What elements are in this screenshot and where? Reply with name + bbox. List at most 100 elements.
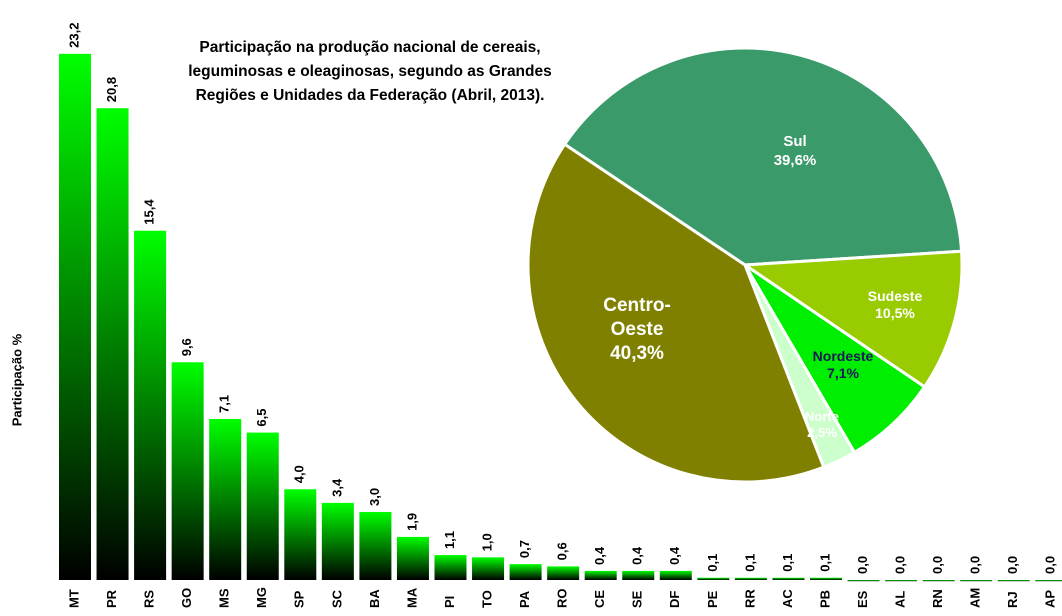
- value-label: 0,6: [555, 542, 570, 560]
- value-label: 0,4: [592, 546, 607, 565]
- slice-name: Norte: [805, 408, 839, 424]
- slice-value: 2,5%: [807, 425, 837, 440]
- bar: [584, 570, 617, 580]
- pie-label: Sudeste 10,5%: [835, 277, 955, 333]
- x-tick-label: MG: [254, 587, 269, 608]
- x-tick-label: PI: [442, 596, 457, 608]
- x-tick-label: ES: [855, 590, 870, 608]
- bar: [134, 230, 167, 580]
- x-tick-label: SE: [630, 590, 645, 608]
- bar: [96, 108, 129, 581]
- value-label: 6,5: [254, 409, 269, 427]
- bar: [547, 566, 580, 580]
- bar: [321, 502, 354, 580]
- bar: [284, 489, 317, 580]
- bar: [396, 536, 429, 580]
- bar: [359, 511, 392, 580]
- slice-value: 39,6%: [773, 152, 817, 169]
- x-tick-label: AP: [1043, 590, 1058, 608]
- pie-label: Nordeste 7,1%: [788, 337, 898, 393]
- bar: [922, 580, 955, 582]
- x-tick-label: AM: [968, 588, 983, 608]
- x-tick-label: TO: [479, 590, 494, 608]
- value-label: 0,0: [855, 556, 870, 574]
- bar: [810, 577, 842, 580]
- value-label: 1,0: [479, 533, 494, 551]
- x-tick-label: SP: [292, 590, 307, 608]
- slice-name: Centro-Oeste: [603, 295, 671, 341]
- bar: [59, 53, 91, 581]
- pie-slice: [740, 249, 964, 389]
- pie-label: Centro-Oeste 40,3%: [592, 292, 682, 368]
- x-tick-label: RN: [930, 589, 945, 608]
- bar: [885, 580, 918, 582]
- slice-value: 40,3%: [610, 342, 664, 364]
- x-tick-label: SC: [329, 589, 344, 608]
- bar: [772, 577, 805, 580]
- value-label: 3,0: [367, 488, 382, 506]
- value-label: 0,4: [667, 546, 682, 565]
- value-label: 1,9: [404, 513, 419, 531]
- slice-name: Sudeste: [867, 287, 923, 304]
- x-tick-label: PA: [517, 590, 532, 608]
- pie-slice: [562, 46, 964, 267]
- x-tick-label: AC: [780, 589, 795, 608]
- x-tick-label: BA: [367, 589, 382, 608]
- value-label: 0,0: [968, 556, 983, 574]
- bar: [171, 362, 204, 580]
- bar: [697, 577, 730, 580]
- bar: [209, 418, 242, 580]
- x-tick-label: CE: [592, 590, 607, 608]
- bar: [434, 555, 467, 580]
- value-label: 4,0: [292, 465, 307, 483]
- value-label: 7,1: [217, 395, 232, 413]
- x-tick-label: PB: [817, 590, 832, 608]
- x-tick-label: AL: [893, 591, 908, 608]
- value-label: 0,0: [893, 556, 908, 574]
- bar: [659, 570, 692, 580]
- title-box: Participação na produção nacional de cer…: [188, 39, 552, 104]
- bar: [1035, 580, 1062, 582]
- bar: [246, 432, 279, 580]
- value-label: 20,8: [104, 77, 119, 102]
- x-tick-label: RR: [742, 589, 757, 608]
- x-tick-label: PE: [705, 590, 720, 608]
- bar: [734, 577, 767, 580]
- value-label: 15,4: [142, 199, 157, 225]
- value-label: 0,4: [630, 546, 645, 565]
- pie-label: Norte 2,5%: [787, 399, 857, 451]
- x-tick-label: MS: [217, 588, 232, 608]
- x-tick-label: PR: [104, 589, 119, 608]
- bar: [472, 557, 505, 580]
- value-label: 23,2: [66, 23, 81, 48]
- x-tick-label: MA: [404, 587, 419, 608]
- x-tick-label: RJ: [1005, 591, 1020, 608]
- chart-title: Participação na produção nacional de cer…: [188, 39, 552, 104]
- slice-value: 7,1%: [827, 365, 859, 381]
- x-tick-label: GO: [179, 588, 194, 608]
- slice-name: Nordeste: [812, 347, 874, 364]
- bar: [847, 580, 880, 582]
- pie-slice: [526, 142, 826, 484]
- value-label: 0,1: [705, 554, 720, 572]
- value-label: 0,0: [1043, 556, 1058, 574]
- value-label: 0,1: [817, 554, 832, 572]
- x-tick-label: MT: [66, 589, 81, 608]
- slice-value: 10,5%: [875, 305, 915, 321]
- value-label: 3,4: [329, 478, 344, 497]
- value-label: 0,1: [742, 554, 757, 572]
- value-label: 0,0: [1005, 556, 1020, 574]
- value-label: 0,1: [780, 554, 795, 572]
- pie-label: Sul 39,6%: [735, 122, 855, 182]
- x-tick-label: RO: [555, 589, 570, 609]
- slice-name: Sul: [783, 133, 807, 151]
- value-label: 0,7: [517, 540, 532, 558]
- bar: [960, 580, 993, 582]
- x-tick-label: DF: [667, 591, 682, 608]
